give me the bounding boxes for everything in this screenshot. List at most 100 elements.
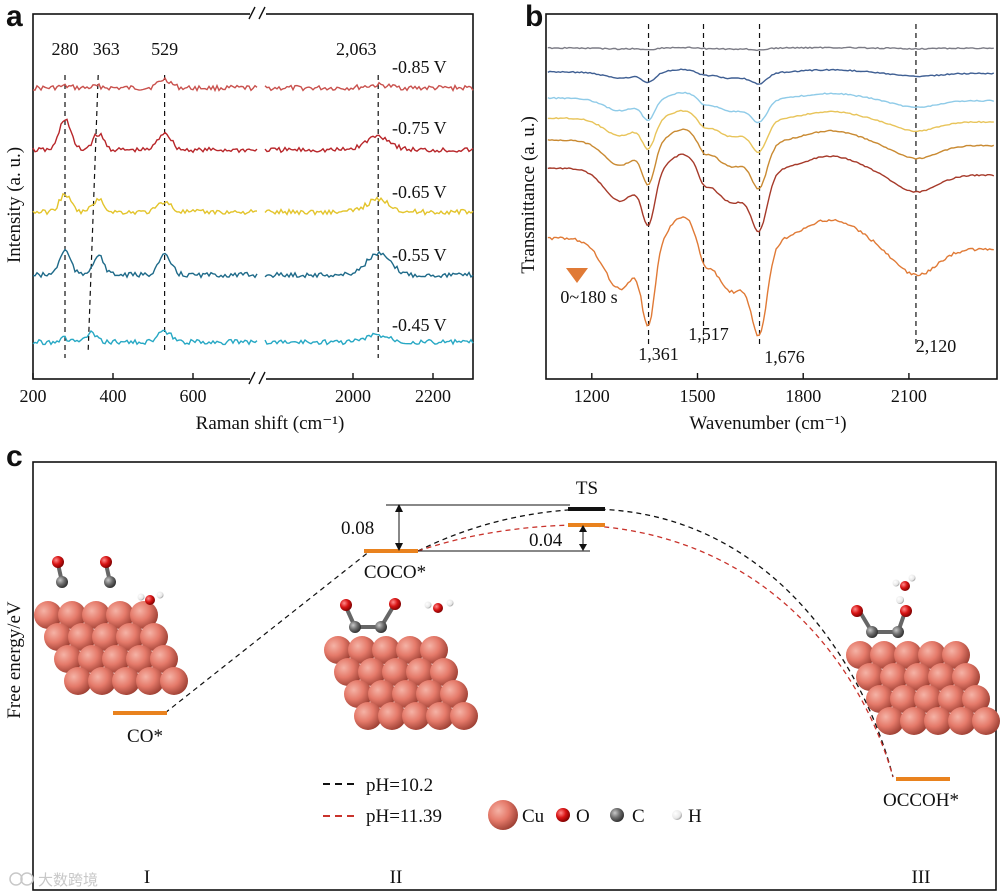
panel-b-ylabel: Transmittance (a. u.) <box>518 116 539 274</box>
cu-atom <box>112 667 140 695</box>
cu-atom <box>430 658 458 686</box>
panel-a-ylabel: Intensity (a. u.) <box>4 147 25 263</box>
panel-a-xtick-label: 400 <box>100 386 127 406</box>
peak-line-363 <box>87 74 99 351</box>
atom-legend-h-label: H <box>688 806 702 827</box>
band-label: 1,517 <box>688 324 729 344</box>
panel-b-series-line <box>547 109 994 154</box>
atom-legend-o-icon <box>556 808 570 822</box>
o-atom <box>433 603 443 613</box>
cu-atom <box>92 623 120 651</box>
series-label: -0.75 V <box>392 118 447 138</box>
panel-c-frame <box>32 461 997 891</box>
panel-a-series-line <box>32 248 258 279</box>
barrier-arrow-ph10 <box>395 504 403 551</box>
series-label: -0.85 V <box>392 57 447 77</box>
barrier-label-ph10: 0.08 <box>341 518 374 539</box>
panel-a-axis-break-gap <box>250 374 266 384</box>
cu-atom <box>392 680 420 708</box>
cu-atom <box>136 667 164 695</box>
peak-label: 2,063 <box>336 39 377 59</box>
h-atom <box>156 591 164 599</box>
cu-atom <box>160 667 188 695</box>
cluster-state-iii-illustration <box>846 574 1000 735</box>
panel-a-axis-break-marks <box>248 6 266 385</box>
time-label: 0~180 s <box>560 287 617 307</box>
h-atom <box>892 579 900 587</box>
cu-atom <box>450 702 478 730</box>
legend-ph11-label: pH=11.39 <box>366 806 442 827</box>
band-label: 1,676 <box>764 347 805 367</box>
cu-atom <box>34 601 62 629</box>
panel-b-series-line <box>547 128 995 190</box>
panel-b-series-line <box>547 216 994 337</box>
cu-atom <box>420 636 448 664</box>
panel-c-letter: c <box>6 440 23 473</box>
cu-atom <box>402 702 430 730</box>
panel-a-letter: a <box>6 0 23 33</box>
cu-atom <box>396 636 424 664</box>
o-atom <box>851 605 863 617</box>
watermark-text: 大数跨境 <box>38 871 98 889</box>
time-arrow-head <box>566 268 588 283</box>
cu-atom <box>918 641 946 669</box>
panel-a-series-line <box>32 192 258 216</box>
cluster-state-ii-illustration <box>324 598 478 730</box>
cu-atom <box>106 601 134 629</box>
panel-b-series-line <box>547 153 995 233</box>
cu-atom <box>358 658 386 686</box>
o-atom <box>340 599 352 611</box>
atom-legend-c-icon <box>610 808 624 822</box>
o-atom <box>900 581 910 591</box>
cu-atom <box>870 641 898 669</box>
h-atom <box>896 596 904 604</box>
o-atom <box>900 605 912 617</box>
c-atom <box>892 626 904 638</box>
panel-a-series-line <box>264 250 474 279</box>
cu-atom <box>368 680 396 708</box>
cu-atom <box>58 601 86 629</box>
panel-a-series-line <box>32 329 258 346</box>
cu-atom <box>856 663 884 691</box>
panel-c-ylabel: Free energy/eV <box>4 601 25 719</box>
roman-i: I <box>144 867 150 888</box>
atom-legend-o-label: O <box>576 806 590 827</box>
series-label: -0.65 V <box>392 182 447 202</box>
cu-atom <box>904 663 932 691</box>
panel-a-xtick-label: 2200 <box>415 386 451 406</box>
cu-atom <box>344 680 372 708</box>
state-label-ts: TS <box>576 478 598 499</box>
cu-atom <box>378 702 406 730</box>
cu-atom <box>372 636 400 664</box>
cu-atom <box>928 663 956 691</box>
panel-a-series <box>32 76 474 346</box>
barrier-arrow-ph11 <box>579 525 587 551</box>
cu-atom <box>150 645 178 673</box>
path-co-to-coco <box>164 550 371 714</box>
cluster-state-i-illustration <box>34 556 188 695</box>
panel-b-series-line <box>547 68 995 85</box>
panel-b-letter: b <box>525 0 543 33</box>
cu-atom <box>846 641 874 669</box>
cu-atom <box>406 658 434 686</box>
legend-ph10-label: pH=10.2 <box>366 775 433 796</box>
panel-a-peak-labels: 280 363 529 2,063 <box>52 39 377 59</box>
panel-b-series <box>547 46 995 337</box>
cu-atom <box>44 623 72 651</box>
panel-a-axis-break-gap-top <box>250 9 266 19</box>
series-label: -0.45 V <box>392 315 447 335</box>
atom-legend: Cu O C H <box>488 800 702 830</box>
cu-atom <box>900 707 928 735</box>
series-label: -0.55 V <box>392 245 447 265</box>
cu-atom <box>914 685 942 713</box>
watermark-logo-icon <box>9 872 23 886</box>
series-ph-10-2-path <box>417 508 894 778</box>
atom-legend-cu-label: Cu <box>522 806 545 827</box>
peak-label: 529 <box>151 39 178 59</box>
panel-b-band-labels: 1,361 1,517 1,676 2,120 <box>638 324 956 367</box>
panel-a-series-line <box>264 81 474 92</box>
panel-a-xtick-label: 2000 <box>335 386 371 406</box>
cu-atom <box>880 663 908 691</box>
o-atom <box>100 556 112 568</box>
